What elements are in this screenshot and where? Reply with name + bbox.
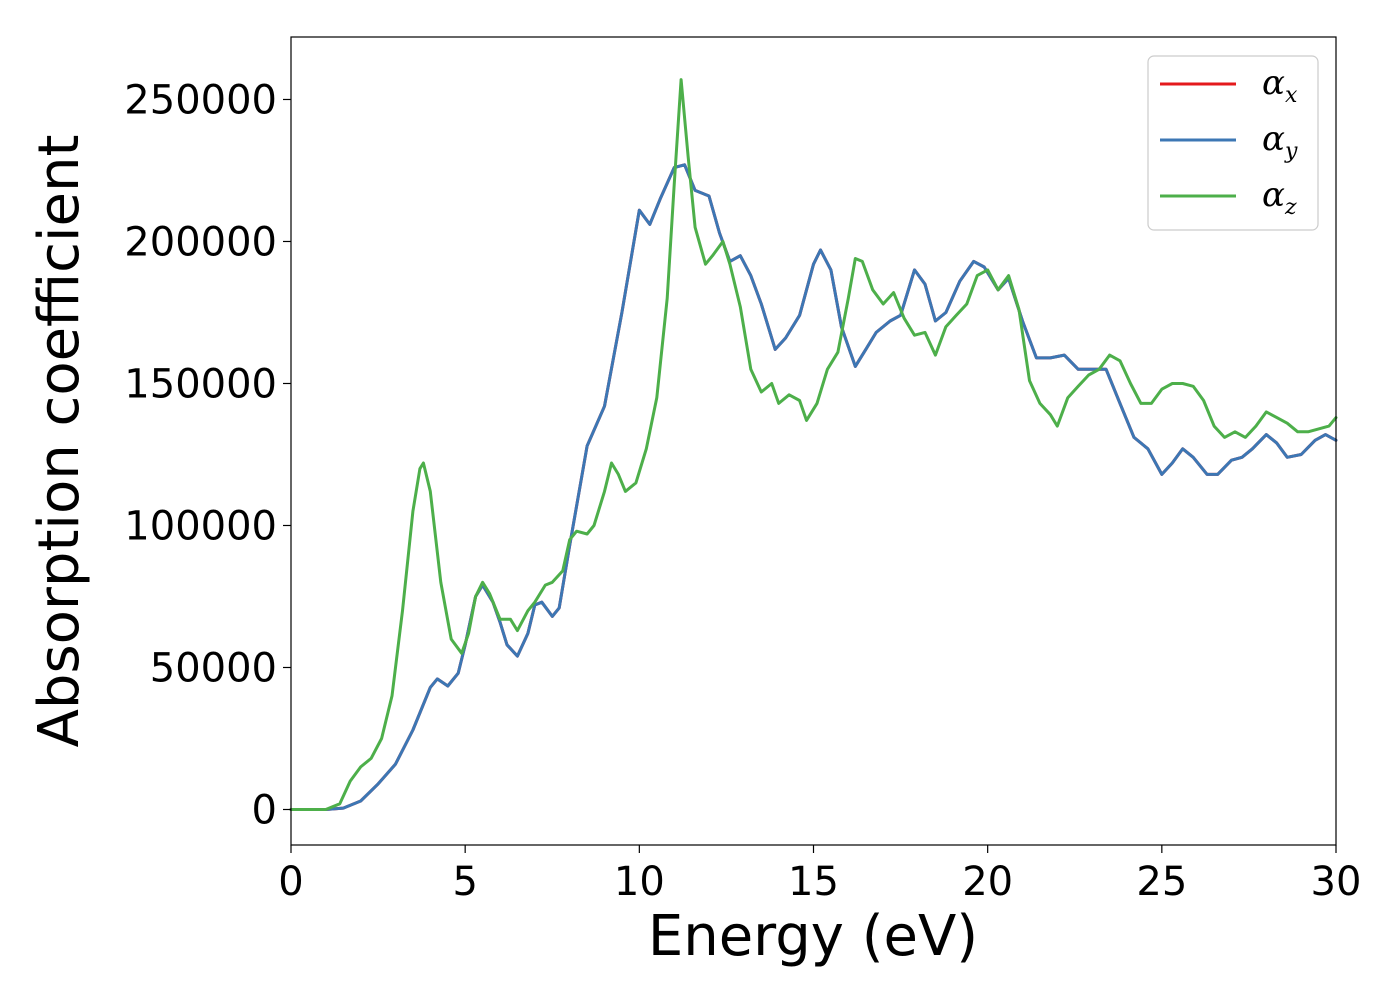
x-tick-label: 20	[962, 859, 1013, 905]
series-layer	[289, 78, 1338, 811]
legend-box	[1147, 55, 1319, 231]
y-tick-label: 0	[252, 787, 277, 833]
legend: αx αy αz	[1147, 55, 1319, 231]
x-axis-title: Energy (eV)	[648, 904, 978, 969]
y-axis: 0 50000 100000 150000 200000 250000	[124, 77, 291, 833]
x-tick-label: 0	[278, 859, 303, 905]
y-tick-label: 100000	[124, 503, 277, 549]
x-tick-label: 5	[452, 859, 477, 905]
x-axis: 0 5 10 15 20 25 30	[278, 845, 1361, 905]
legend-label-z: αz	[1262, 175, 1297, 220]
series-line-z	[289, 78, 1338, 811]
x-tick-label: 10	[614, 859, 665, 905]
x-tick-label: 30	[1311, 859, 1362, 905]
legend-label-x: αx	[1262, 63, 1298, 108]
x-tick-label: 15	[788, 859, 839, 905]
y-tick-label: 50000	[150, 645, 277, 691]
x-tick-label: 25	[1136, 859, 1187, 905]
y-tick-label: 250000	[124, 77, 277, 123]
legend-label-y: αy	[1262, 119, 1298, 164]
y-tick-label: 150000	[124, 361, 277, 407]
y-axis-title: Absorption coefficient	[27, 135, 92, 748]
y-tick-label: 200000	[124, 219, 277, 265]
